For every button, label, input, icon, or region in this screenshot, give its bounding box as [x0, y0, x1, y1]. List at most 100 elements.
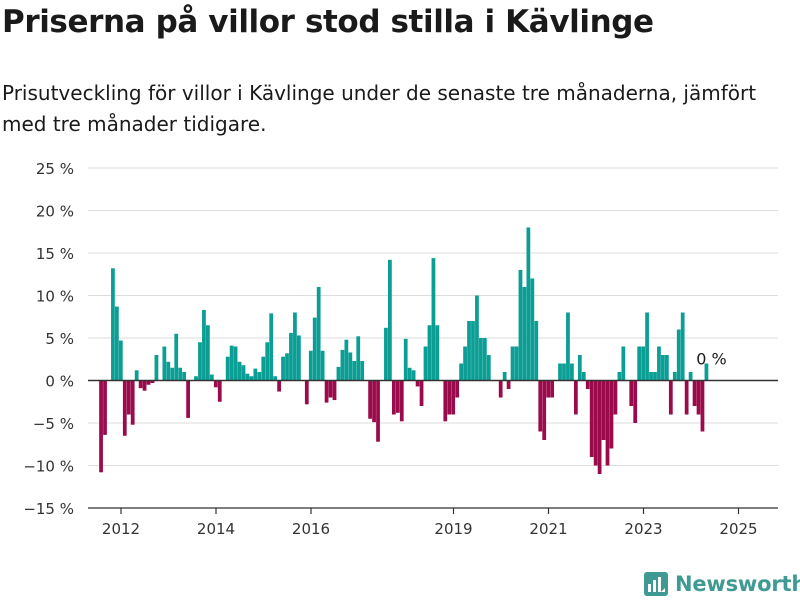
bar-positive: [237, 361, 242, 381]
bar-positive: [431, 258, 436, 381]
bar-positive: [384, 327, 388, 381]
bar-positive: [403, 338, 408, 381]
bar-negative: [122, 380, 127, 436]
bar-positive: [320, 350, 325, 381]
bar-positive: [194, 376, 198, 381]
bar-negative: [332, 380, 337, 401]
bar-positive: [253, 368, 258, 381]
bar-negative: [368, 380, 372, 419]
bar-positive: [209, 374, 214, 381]
bar-positive: [427, 325, 432, 381]
bar-negative: [605, 380, 610, 466]
bar-positive: [534, 321, 539, 381]
bar-positive: [293, 312, 297, 381]
bar-positive: [467, 321, 471, 381]
brand-logo[interactable]: Newsworthy: [644, 569, 800, 599]
bar-positive: [285, 353, 289, 381]
bar-positive: [388, 259, 392, 381]
bar-positive: [281, 356, 285, 381]
bar-negative: [696, 380, 701, 415]
bar-negative: [573, 380, 578, 415]
bar-positive: [348, 352, 353, 381]
bar-positive: [661, 355, 665, 381]
bar-positive: [352, 360, 357, 381]
bar-positive: [522, 287, 527, 381]
bar-negative: [376, 380, 380, 442]
bar-positive: [649, 372, 653, 381]
bar-negative: [146, 380, 151, 385]
bar-positive: [174, 333, 179, 381]
bar-positive: [423, 346, 428, 381]
bar-positive: [463, 346, 467, 381]
bar-negative: [399, 380, 404, 422]
bar-positive: [273, 376, 278, 381]
bar-negative: [447, 380, 452, 415]
bar-negative: [455, 380, 460, 398]
bar-positive: [340, 349, 345, 381]
bar-positive: [570, 363, 574, 381]
bar-positive: [225, 356, 230, 381]
bar-positive: [178, 367, 183, 381]
bar-negative: [609, 380, 614, 449]
bar-negative: [589, 380, 594, 457]
y-tick-label: 20 %: [36, 203, 74, 221]
bar-negative: [542, 380, 547, 440]
bar-positive: [411, 370, 416, 381]
bar-positive: [182, 372, 187, 381]
bar-negative: [593, 380, 598, 466]
bar-positive: [134, 370, 139, 381]
bar-positive: [530, 278, 535, 381]
bar-negative: [130, 380, 135, 425]
bar-positive: [241, 365, 246, 381]
y-tick-label: 25 %: [36, 160, 74, 178]
bar-negative: [597, 380, 602, 474]
bar-negative: [217, 380, 222, 402]
bar-positive: [115, 306, 119, 381]
bar-negative: [99, 380, 103, 473]
bar-positive: [526, 227, 531, 381]
bar-positive: [637, 346, 642, 381]
bar-positive: [229, 345, 234, 381]
bar-positive: [289, 332, 293, 381]
bar-negative: [138, 380, 143, 389]
bar-negative: [415, 380, 420, 387]
bar-positive: [265, 342, 270, 381]
y-tick-label: 10 %: [36, 288, 74, 306]
bar-negative: [186, 380, 190, 418]
bar-positive: [245, 373, 250, 381]
bar-positive: [621, 346, 626, 381]
value-annotation: 0 %: [696, 350, 726, 369]
y-tick-label: −10 %: [23, 458, 74, 476]
bar-positive: [360, 360, 365, 381]
bar-negative: [391, 380, 396, 415]
bar-positive: [676, 329, 681, 381]
y-tick-label: 0 %: [45, 373, 74, 391]
bar-negative: [443, 380, 448, 422]
bar-positive: [641, 346, 645, 381]
bar-positive: [502, 372, 507, 381]
y-tick-label: 5 %: [45, 330, 74, 348]
bar-negative: [546, 380, 551, 398]
bar-negative: [304, 380, 309, 405]
bar-positive: [657, 346, 661, 381]
bar-positive: [297, 335, 301, 381]
bar-negative: [328, 380, 333, 398]
y-tick-label: −5 %: [33, 415, 74, 433]
bar-positive: [680, 312, 685, 381]
bar-positive: [653, 372, 657, 381]
bar-positive: [510, 346, 515, 381]
bar-positive: [486, 355, 491, 381]
bar-positive: [111, 268, 115, 381]
bar-negative: [451, 380, 456, 415]
bar-negative: [684, 380, 689, 415]
bar-chart: 25 % 20 % 15 % 10 % 5 % 0 % −5 % −10 % −15 % 2012…: [23, 160, 778, 538]
bar-negative: [150, 380, 155, 384]
bar-positive: [257, 372, 262, 381]
bar-positive: [514, 346, 519, 381]
bar-positive: [577, 355, 582, 381]
bar-negative: [538, 380, 543, 432]
x-tick-label: 2012: [102, 520, 140, 538]
bar-positive: [581, 372, 586, 381]
bar-positive: [336, 366, 341, 381]
bar-positive: [269, 313, 274, 381]
